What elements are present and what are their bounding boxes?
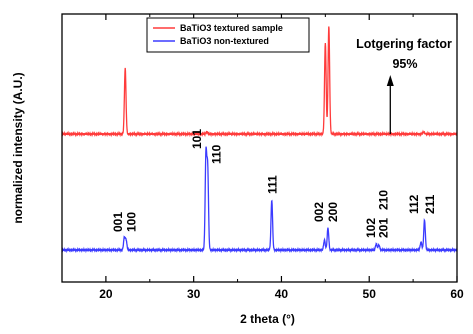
legend-label: BaTiO3 non-textured — [180, 36, 269, 46]
peak-label: 200 — [326, 202, 340, 222]
peak-label: 002 — [312, 202, 326, 222]
plot-frame — [61, 13, 458, 283]
x-tick-label: 20 — [99, 287, 113, 301]
legend-label: BaTiO3 textured sample — [180, 23, 283, 33]
peak-label: 001 — [111, 212, 125, 232]
axes-layer: 20 30 40 50 60 2 theta (°) normalized intensit… — [11, 13, 464, 326]
lotgering-annotation: Lotgering factor 95% — [356, 37, 452, 134]
series-layer — [61, 26, 458, 254]
peak-label: 201 — [376, 218, 390, 238]
x-tick-label: 40 — [275, 287, 289, 301]
peak-label: 210 — [376, 190, 390, 210]
y-axis-label: normalized intensity (A.U.) — [11, 72, 25, 223]
peak-label: 101 — [190, 129, 204, 149]
x-tick-label: 30 — [187, 287, 201, 301]
annotation-title: Lotgering factor — [356, 37, 452, 51]
annotation-value: 95% — [392, 57, 417, 71]
legend-box — [146, 17, 310, 53]
series-line-non-textured — [61, 146, 458, 254]
x-tick-label: 60 — [450, 287, 464, 301]
peak-label: 100 — [124, 212, 138, 232]
legend: BaTiO3 textured sample BaTiO3 non-texture… — [146, 17, 310, 53]
x-tick-label: 50 — [363, 287, 377, 301]
peak-label: 102 — [364, 218, 378, 238]
peak-label: 211 — [423, 194, 437, 214]
peak-label: 110 — [210, 144, 224, 164]
annotation-arrow-head — [386, 75, 394, 86]
peak-label: 112 — [407, 194, 421, 214]
x-axis-label: 2 theta (°) — [240, 312, 295, 326]
series-line-textured — [61, 26, 458, 138]
peak-label: 111 — [266, 175, 280, 194]
